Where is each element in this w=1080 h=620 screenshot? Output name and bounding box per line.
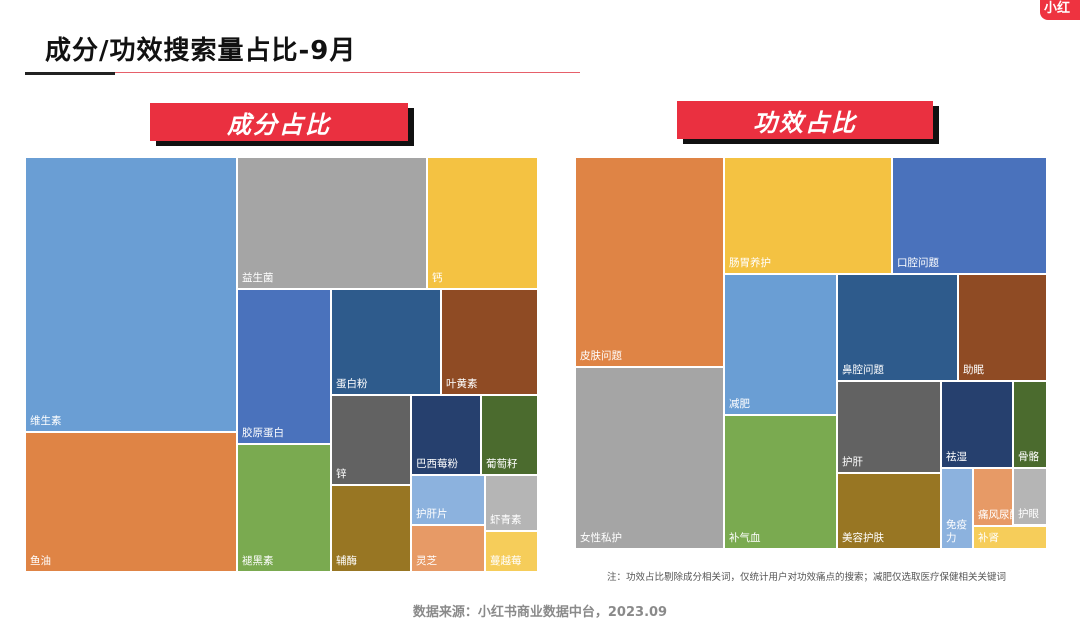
treemap-tile: 口腔问题 <box>892 157 1047 274</box>
treemap-tile-label: 葡萄籽 <box>486 458 518 470</box>
ingredient-treemap: 维生素鱼油 益生菌 钙胶原蛋白 蛋白粉 叶黄素锌 巴西莓粉 葡萄籽护肝片虾青素灵芝 蔓越莓 辅酶… <box>25 157 538 572</box>
treemap-tile: 女性私护 <box>575 367 724 549</box>
treemap-tile-label: 免疫力 <box>946 519 967 544</box>
treemap-tile: 辅酶 <box>331 485 411 572</box>
title-underline-dark <box>25 72 115 75</box>
data-source: 数据来源：小红书商业数据中台，2023.09 <box>412 605 668 620</box>
treemap-tile: 蔓越莓 <box>485 531 538 572</box>
treemap-tile-label: 钙 <box>432 272 443 284</box>
treemap-tile: 鱼油 <box>25 432 237 572</box>
treemap-tile: 肠胃养护 <box>724 157 892 274</box>
treemap-tile-label: 护眼 <box>1018 508 1039 520</box>
treemap-tile: 虾青素 <box>485 475 538 531</box>
treemap-tile-label: 护肝 <box>842 456 863 468</box>
treemap-tile-label: 虾青素 <box>490 514 522 526</box>
treemap-tile-label: 蔓越莓 <box>490 555 522 567</box>
treemap-tile: 骨骼 <box>1013 381 1047 468</box>
treemap-tile-label: 补肾 <box>978 532 999 544</box>
treemap-tile: 助眠 <box>958 274 1047 381</box>
efficacy-chart-title: 功效占比 <box>677 101 933 139</box>
treemap-tile: 胶原蛋白 <box>237 289 331 444</box>
treemap-tile-label: 锌 <box>336 468 347 480</box>
treemap-tile: 美容护肤 <box>837 473 941 549</box>
treemap-tile-label: 褪黑素 <box>242 555 274 567</box>
footnote: 注：功效占比剔除成分相关词，仅统计用户对功效痛点的搜索；减肥仅选取医疗保健相关关… <box>607 572 1007 583</box>
treemap-tile-label: 护肝片 <box>416 508 448 520</box>
ingredient-banner: 成分占比 <box>150 103 414 146</box>
treemap-tile-label: 肠胃养护 <box>729 257 771 269</box>
treemap-tile-label: 骨骼 <box>1018 451 1039 463</box>
treemap-tile-label: 痛风尿酸 <box>978 509 1012 521</box>
treemap-tile: 维生素 <box>25 157 237 432</box>
treemap-tile: 护肝 <box>837 381 941 473</box>
treemap-tile-label: 叶黄素 <box>446 378 478 390</box>
treemap-tile: 叶黄素 <box>441 289 538 395</box>
treemap-tile: 减肥 <box>724 274 837 415</box>
treemap-tile: 护肝片 <box>411 475 485 525</box>
treemap-tile: 鼻腔问题 <box>837 274 958 381</box>
treemap-tile: 灵芝 <box>411 525 485 572</box>
treemap-tile: 褪黑素 <box>237 444 331 572</box>
page-title: 成分/功效搜索量占比-9月 <box>45 36 357 66</box>
treemap-tile-label: 益生菌 <box>242 272 274 284</box>
efficacy-treemap: 皮肤问题女性私护 肠胃养护 口腔问题减肥补气血 鼻腔问题 助眠护肝美容护肤 祛湿 骨骼免疫力… <box>575 157 1047 549</box>
treemap-tile-label: 口腔问题 <box>897 257 939 269</box>
treemap-tile: 补气血 <box>724 415 837 549</box>
treemap-tile-label: 胶原蛋白 <box>242 427 284 439</box>
treemap-tile: 护眼 <box>1013 468 1047 525</box>
treemap-tile-label: 维生素 <box>30 415 62 427</box>
treemap-tile-label: 辅酶 <box>336 555 357 567</box>
treemap-tile: 祛湿 <box>941 381 1013 468</box>
treemap-tile-label: 女性私护 <box>580 532 622 544</box>
ingredient-chart-title: 成分占比 <box>150 103 408 141</box>
efficacy-banner: 功效占比 <box>677 101 939 144</box>
treemap-tile-label: 鼻腔问题 <box>842 364 884 376</box>
treemap-tile-label: 助眠 <box>963 364 984 376</box>
treemap-tile-label: 蛋白粉 <box>336 378 368 390</box>
treemap-tile: 免疫力 <box>941 468 973 549</box>
treemap-tile-label: 祛湿 <box>946 451 967 463</box>
treemap-tile: 补肾 <box>973 526 1047 549</box>
treemap-tile-label: 减肥 <box>729 398 750 410</box>
treemap-tile: 皮肤问题 <box>575 157 724 367</box>
treemap-tile-label: 巴西莓粉 <box>416 458 458 470</box>
treemap-tile: 巴西莓粉 <box>411 395 481 475</box>
treemap-tile-label: 灵芝 <box>416 555 437 567</box>
treemap-tile-label: 美容护肤 <box>842 532 884 544</box>
treemap-tile: 蛋白粉 <box>331 289 441 395</box>
treemap-tile: 痛风尿酸 <box>973 468 1013 526</box>
treemap-tile-label: 皮肤问题 <box>580 350 622 362</box>
treemap-tile: 益生菌 <box>237 157 427 289</box>
treemap-tile: 葡萄籽 <box>481 395 538 475</box>
treemap-tile-label: 鱼油 <box>30 555 51 567</box>
treemap-tile-label: 补气血 <box>729 532 761 544</box>
title-underline-red <box>115 72 580 73</box>
treemap-tile: 钙 <box>427 157 538 289</box>
xiaohongshu-logo: 小红 <box>1040 0 1080 20</box>
treemap-tile: 锌 <box>331 395 411 485</box>
